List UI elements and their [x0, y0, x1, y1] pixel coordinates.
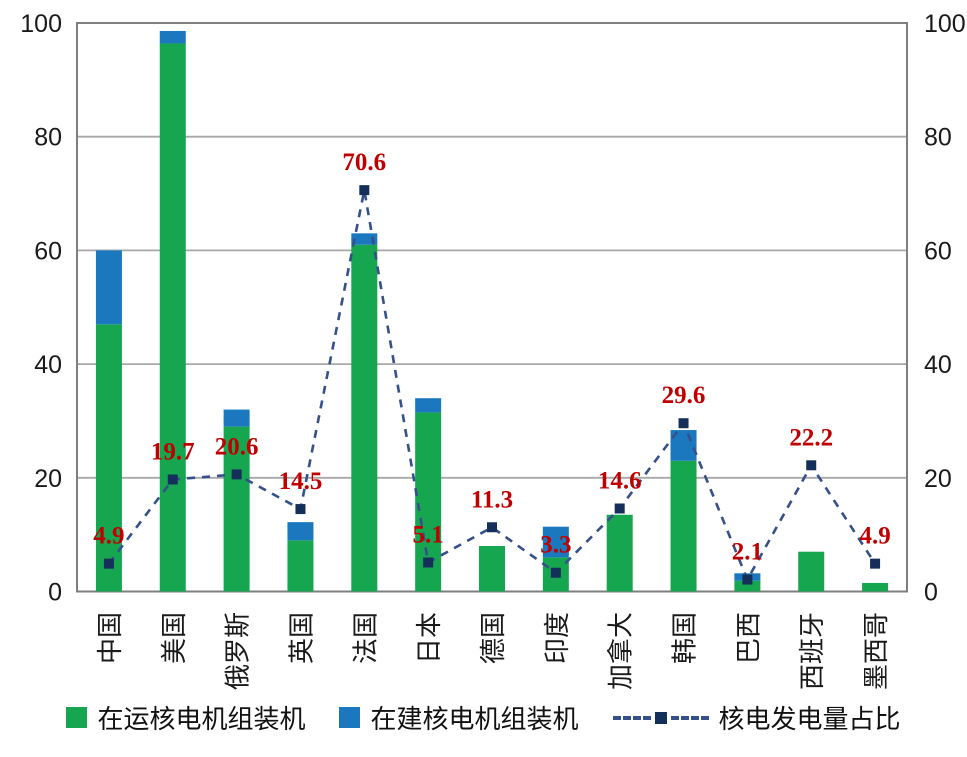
line-marker-7	[550, 567, 561, 578]
x-tick-label-1: 美国	[159, 612, 189, 664]
bar-operating-10	[734, 580, 761, 592]
y-tick-right-60: 60	[924, 237, 952, 265]
line-value-label-8: 14.6	[598, 467, 642, 494]
y-tick-left-40: 40	[34, 351, 62, 379]
bar-operating-9	[670, 460, 697, 592]
line-value-label-3: 14.5	[279, 468, 323, 495]
bar-operating-2	[223, 426, 250, 592]
legend-label-generation-share: 核电发电量占比	[718, 704, 901, 734]
bar-under-construction-7	[542, 526, 569, 558]
under-construction-units-swatch-icon	[339, 707, 361, 728]
line-value-label-12: 4.9	[859, 523, 890, 550]
line-value-label-7: 3.3	[540, 532, 571, 559]
line-marker-10	[742, 574, 753, 585]
x-tick-label-0: 中国	[95, 612, 125, 664]
x-tick-label-8: 加拿大	[606, 612, 636, 690]
line-marker-4	[359, 185, 370, 196]
y-tick-left-0: 0	[48, 579, 62, 607]
line-marker-12	[870, 558, 881, 569]
bar-operating-0	[95, 324, 122, 592]
x-tick-label-2: 俄罗斯	[223, 612, 253, 690]
line-marker-1	[167, 474, 178, 485]
bar-under-construction-0	[95, 250, 122, 325]
bar-operating-4	[351, 244, 378, 592]
y-tick-right-20: 20	[924, 465, 952, 493]
y-tick-right-100: 100	[924, 10, 966, 38]
x-tick-label-12: 墨西哥	[861, 612, 891, 690]
line-marker-3	[295, 504, 306, 515]
line-value-label-1: 19.7	[151, 439, 195, 466]
x-tick-label-6: 德国	[478, 612, 508, 664]
line-marker-0	[103, 558, 114, 569]
bar-operating-12	[862, 582, 889, 592]
y-tick-left-80: 80	[34, 124, 62, 152]
bar-under-construction-3	[287, 522, 314, 541]
bar-under-construction-2	[223, 409, 250, 427]
line-marker-8	[614, 503, 625, 514]
line-marker-2	[231, 469, 242, 480]
x-tick-label-3: 英国	[286, 612, 316, 664]
line-marker-6	[487, 522, 497, 533]
x-tick-label-5: 日本	[414, 612, 444, 664]
y-tick-left-100: 100	[20, 10, 62, 38]
legend-label-operating-units: 在运核电机组装机	[97, 704, 306, 734]
y-tick-left-20: 20	[34, 465, 62, 493]
line-value-label-0: 4.9	[93, 523, 124, 550]
line-value-label-11: 22.2	[789, 424, 833, 451]
legend-label-under-construction-units: 在建核电机组装机	[370, 704, 579, 734]
line-marker-11	[806, 460, 817, 471]
x-tick-label-9: 韩国	[670, 612, 700, 664]
bar-operating-1	[159, 43, 186, 592]
legend-item-under-construction-units: 在建核电机组装机	[339, 699, 579, 736]
bar-under-construction-5	[415, 398, 442, 413]
line-value-label-5: 5.1	[413, 522, 444, 549]
bar-operating-8	[606, 514, 633, 592]
line-value-label-10: 2.1	[732, 539, 763, 566]
y-tick-right-0: 0	[924, 579, 938, 607]
line-value-label-6: 11.3	[471, 486, 513, 513]
bar-under-construction-1	[159, 30, 186, 44]
x-tick-label-11: 西班牙	[797, 612, 827, 690]
x-tick-label-10: 巴西	[733, 612, 763, 664]
line-value-label-4: 70.6	[342, 149, 386, 176]
bar-operating-3	[287, 540, 314, 592]
legend-item-generation-share: 核电发电量占比	[612, 699, 901, 736]
bar-under-construction-4	[351, 233, 378, 245]
dashed-line-marker-swatch-icon	[612, 711, 709, 724]
x-tick-label-4: 法国	[350, 612, 380, 664]
line-marker-9	[678, 418, 689, 429]
x-tick-label-7: 印度	[542, 612, 572, 664]
bar-operating-11	[798, 551, 825, 592]
legend: 在运核电机组装机 在建核电机组装机 核电发电量占比	[0, 699, 967, 736]
line-value-label-2: 20.6	[215, 433, 259, 460]
y-tick-right-80: 80	[924, 124, 952, 152]
bar-operating-6	[479, 546, 505, 592]
operating-units-swatch-icon	[66, 707, 88, 728]
legend-item-operating-units: 在运核电机组装机	[66, 699, 305, 736]
y-tick-left-60: 60	[34, 237, 62, 265]
line-marker-5	[423, 557, 434, 568]
line-value-label-9: 29.6	[662, 382, 706, 409]
y-tick-right-40: 40	[924, 351, 952, 379]
